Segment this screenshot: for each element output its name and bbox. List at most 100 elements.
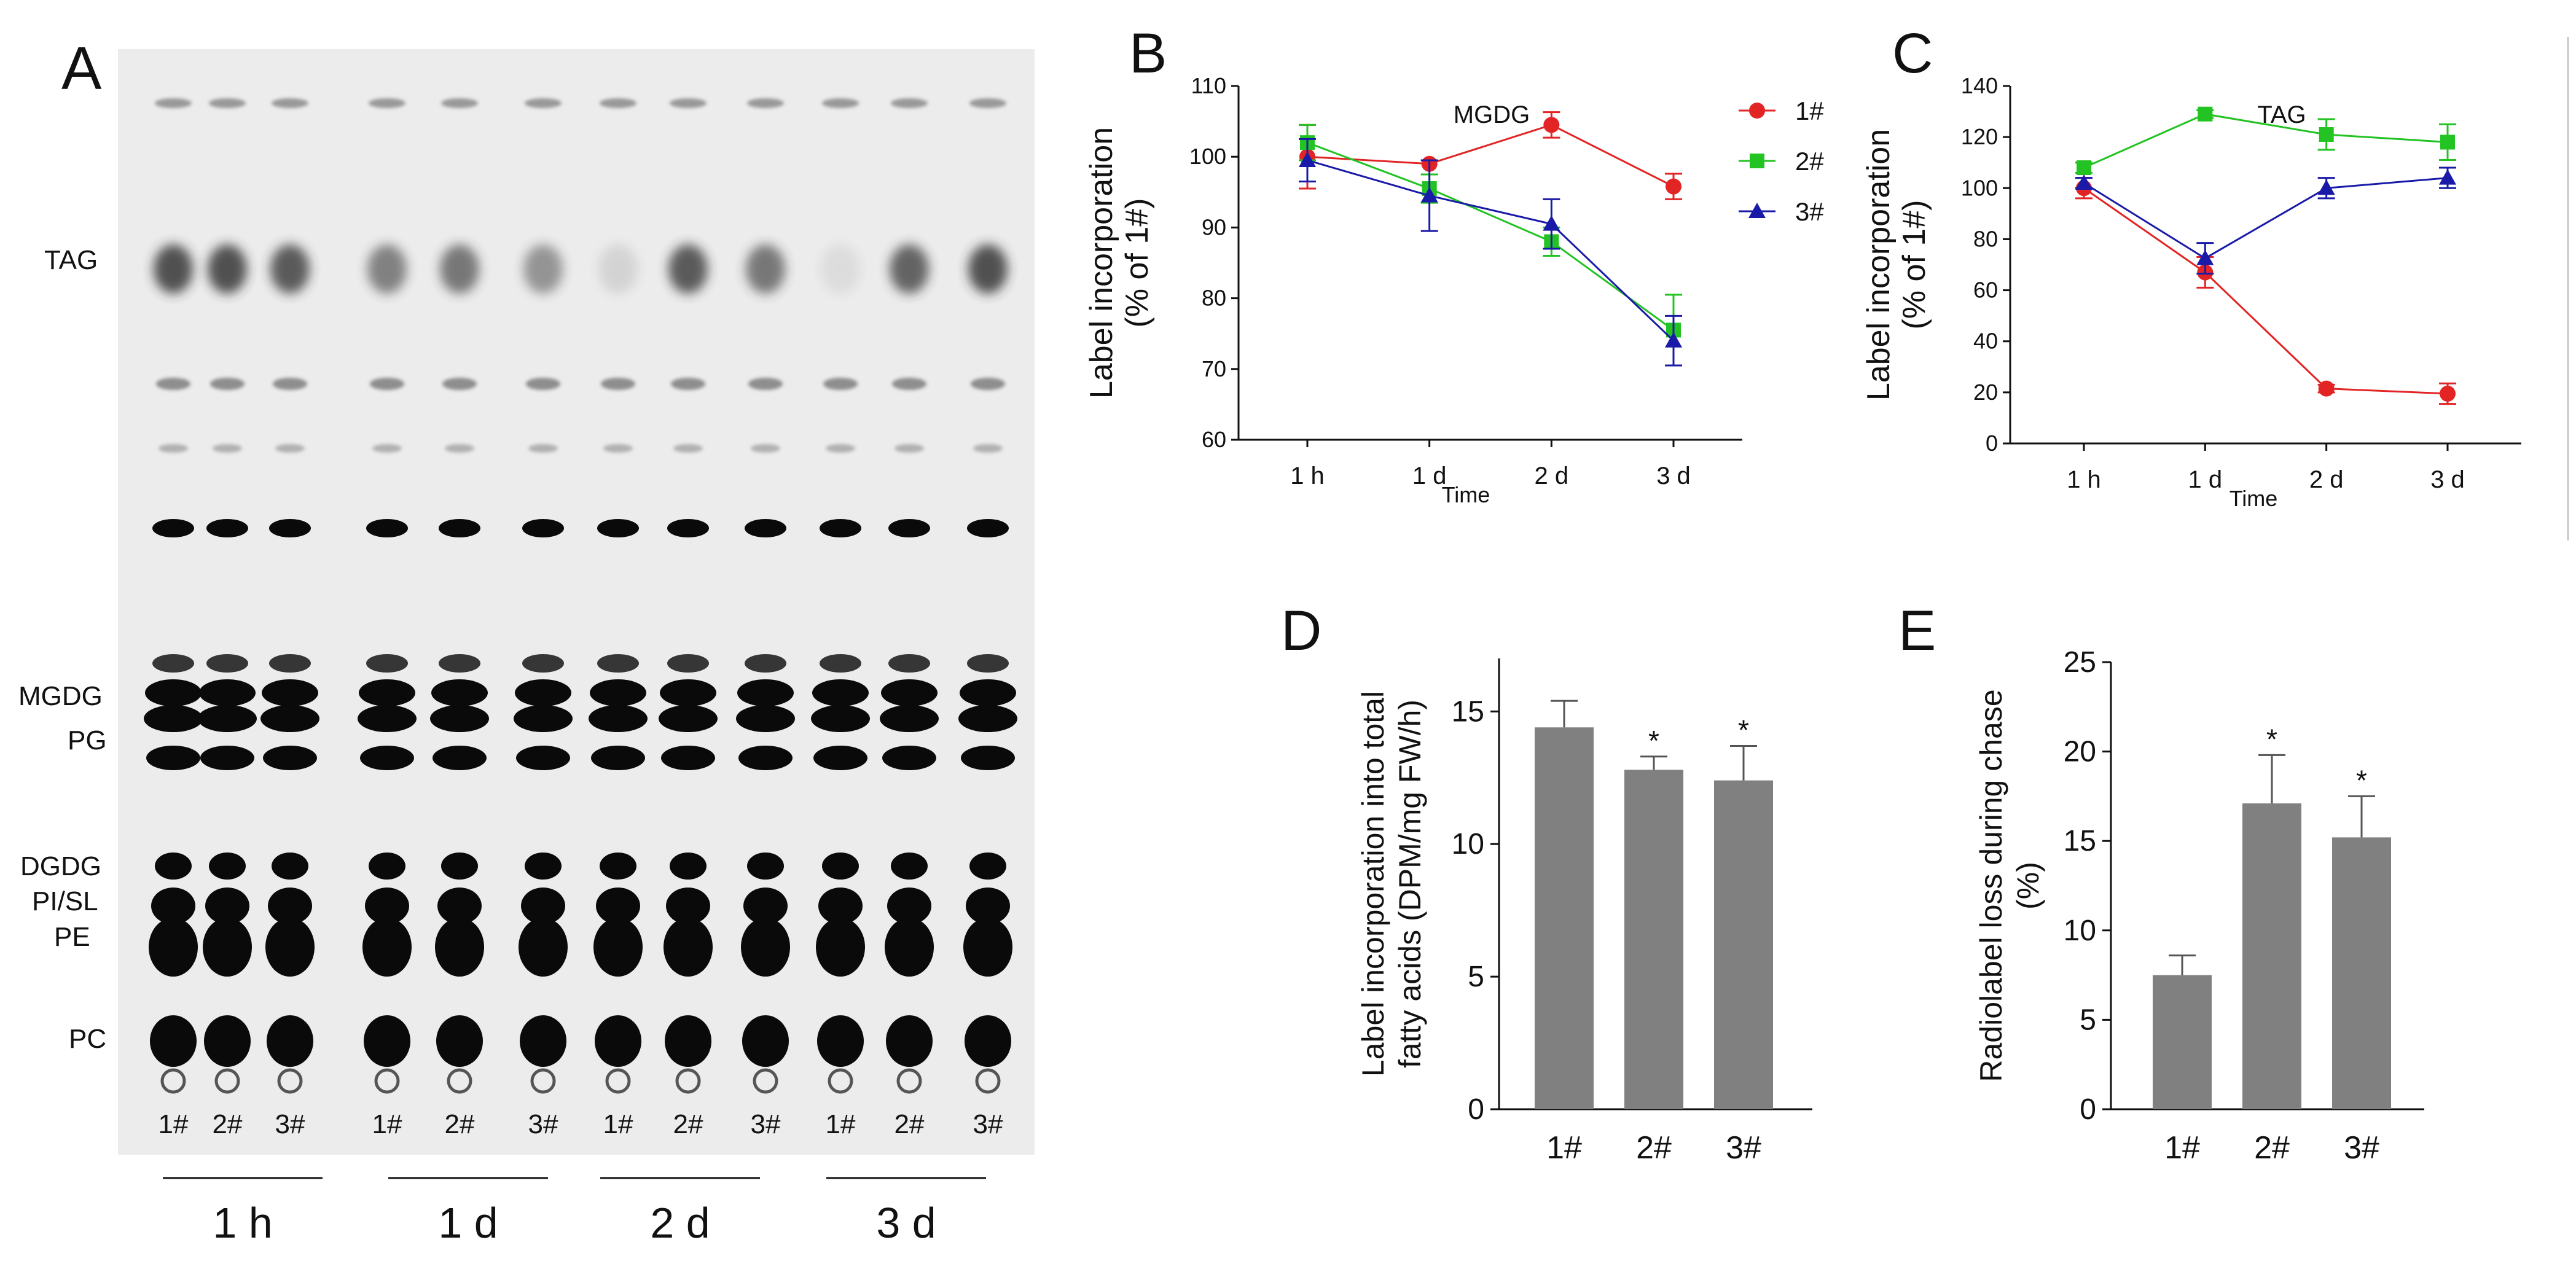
- series-line: [1307, 159, 1675, 341]
- band-mgdg-lower: [260, 705, 319, 732]
- y-tick-label: 5: [2080, 1004, 2096, 1036]
- lane-label: 1#: [826, 1109, 856, 1139]
- band-mgdg: [881, 679, 938, 706]
- band-pigment: [206, 519, 248, 537]
- lane-label: 3#: [973, 1109, 1003, 1139]
- band-tag: [367, 244, 407, 294]
- band-tag: [440, 244, 479, 294]
- y-axis-title: Radiolabel loss during chase(%): [1974, 689, 2045, 1082]
- origin-spot: [447, 1068, 472, 1094]
- series-line: [2083, 187, 2448, 395]
- band-pi-sl: [596, 888, 640, 924]
- band-tag: [523, 244, 563, 294]
- x-tick-label: 1 h: [2067, 466, 2101, 493]
- origin-spot: [160, 1068, 186, 1094]
- band-pigment: [152, 519, 194, 537]
- lane-label: 3#: [275, 1109, 305, 1139]
- band-minor: [372, 444, 402, 453]
- band-tag: [668, 244, 708, 294]
- lane-10: [811, 98, 870, 1094]
- band-mgdg: [737, 679, 794, 706]
- y-axis-title-line: (% of 1#): [1119, 198, 1155, 328]
- x-tick-label: 2#: [2254, 1130, 2290, 1166]
- legend-label: 2#: [1795, 147, 1824, 176]
- bar: [2332, 837, 2391, 1109]
- band-pi-sl: [365, 888, 409, 924]
- band-mgdg: [431, 679, 488, 706]
- band-dgdg: [747, 853, 784, 880]
- band-pigment: [269, 519, 311, 537]
- x-tick-label: 1 h: [1290, 462, 1325, 490]
- y-tick-label: 100: [1961, 175, 1998, 200]
- lane-label: 2#: [213, 1109, 243, 1139]
- band-minor: [667, 654, 709, 673]
- band-minor: [892, 378, 926, 390]
- band-pigment: [745, 519, 786, 537]
- bar: [2153, 975, 2212, 1109]
- band-mgdg-lower: [811, 705, 870, 732]
- y-axis-title-line: Radiolabel loss during chase: [1974, 689, 2008, 1082]
- lane-6: [514, 98, 573, 1094]
- band-pc: [436, 1015, 483, 1067]
- band-minor: [973, 444, 1003, 453]
- band-mgdg: [960, 679, 1016, 706]
- y-tick-label: 15: [1452, 695, 1484, 728]
- legend: 1# 2# 3#: [1739, 96, 1824, 226]
- band-minor: [156, 378, 190, 390]
- lane-7: [589, 98, 648, 1094]
- data-point: [2075, 174, 2093, 190]
- band-dgdg: [209, 853, 246, 880]
- y-axis-title-line: Label incorporation into total: [1356, 691, 1390, 1077]
- lane-label: 2#: [445, 1109, 475, 1139]
- y-axis-title-line: (%): [2011, 862, 2045, 910]
- data-point: [2318, 380, 2335, 397]
- lane-label: 2#: [673, 1109, 703, 1139]
- panel-letter-b: B: [1129, 22, 1167, 85]
- data-point: [2439, 169, 2456, 185]
- band-pigment: [667, 519, 709, 537]
- x-tick-label: 2 d: [1535, 462, 1569, 490]
- band-tag: [208, 244, 247, 294]
- y-tick-label: 100: [1189, 144, 1226, 169]
- band-minor: [597, 654, 639, 673]
- band-minor: [748, 378, 783, 390]
- band-tag: [746, 244, 785, 294]
- band-dgdg: [600, 853, 636, 880]
- x-tick-label: 1#: [2164, 1130, 2200, 1166]
- group-label: 2 d: [650, 1199, 710, 1247]
- band-dgdg: [272, 853, 308, 880]
- y-tick-label: 80: [1973, 226, 1998, 251]
- lipid-label-pe: PE: [54, 922, 90, 952]
- lane-label: 2#: [895, 1109, 925, 1139]
- lipid-label-mgdg: MGDG: [18, 681, 103, 711]
- band-minor: [522, 654, 564, 673]
- band-dgdg: [670, 853, 707, 880]
- panel-letter-c: C: [1892, 22, 1933, 85]
- group-label: 3 d: [876, 1199, 936, 1247]
- significance-marker: *: [1738, 714, 1749, 746]
- y-tick-label: 40: [1973, 329, 1998, 354]
- y-tick-label: 15: [2064, 825, 2096, 857]
- band-pe: [664, 918, 713, 977]
- band-mgdg-lower: [958, 705, 1017, 732]
- band-tag: [598, 244, 638, 294]
- bar: [1535, 727, 1594, 1109]
- band-minor: [671, 378, 705, 390]
- significance-marker: *: [2356, 764, 2367, 796]
- bar: [1714, 780, 1773, 1109]
- band-pc: [742, 1015, 789, 1067]
- band-mgdg: [145, 679, 202, 706]
- band-pe: [435, 918, 484, 977]
- band-solvent-front: [822, 98, 859, 108]
- y-axis-title: Label incorporation(% of 1#): [1084, 127, 1155, 399]
- data-point: [1666, 178, 1681, 195]
- y-axis-title: Label incorporation(% of 1#): [1861, 129, 1932, 400]
- band-mgdg-lower: [430, 705, 489, 732]
- chart-title: MGDG: [1454, 101, 1530, 128]
- band-pg: [516, 746, 570, 770]
- lipid-label-pi-sl: PI/SL: [32, 886, 98, 916]
- x-tick-label: 1 d: [2188, 466, 2223, 493]
- band-minor: [269, 654, 311, 673]
- band-solvent-front: [525, 98, 562, 108]
